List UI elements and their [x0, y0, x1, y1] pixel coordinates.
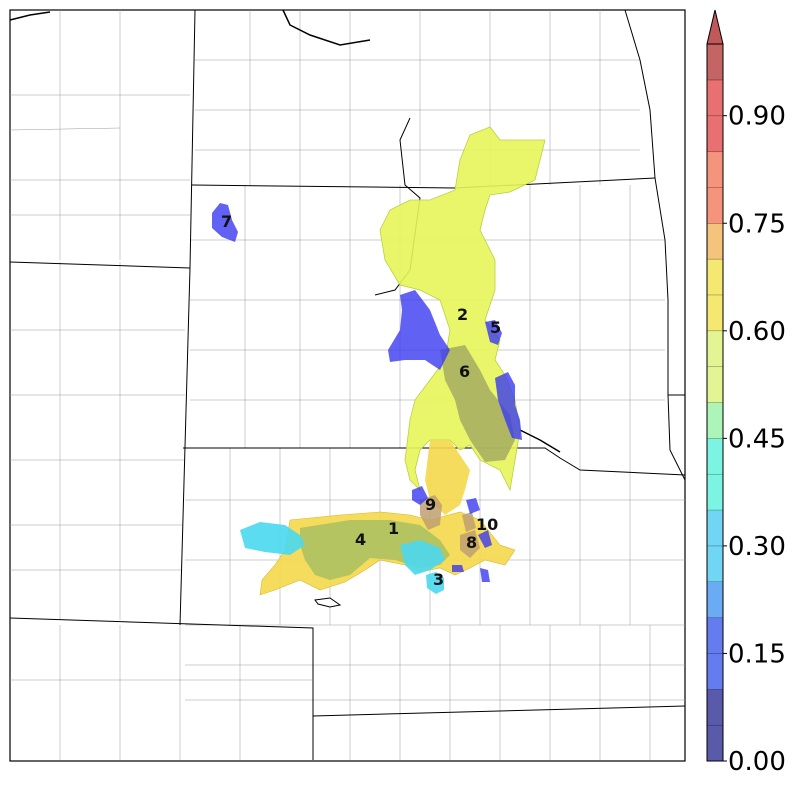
- colorbar-band: [707, 330, 723, 368]
- colorbar-segments: [707, 44, 723, 762]
- colorbar-tick-label: 0.15: [728, 639, 786, 669]
- colorbar-tick-label: 0.30: [728, 532, 786, 562]
- colorbar-band: [707, 581, 723, 619]
- colorbar-band: [707, 259, 723, 296]
- colorbar-band: [707, 151, 723, 188]
- region-blue-5: [485, 320, 502, 345]
- colorbar-band: [707, 617, 723, 654]
- colorbar-band: [707, 474, 723, 511]
- region-blue-west: [388, 290, 450, 370]
- colorbar-band: [707, 366, 723, 403]
- region-label-7: 7: [221, 212, 232, 231]
- region-cyan-3: [426, 572, 444, 594]
- region-label-4: 4: [355, 530, 366, 549]
- colorbar-band: [707, 402, 723, 439]
- region-label-5: 5: [490, 318, 501, 337]
- colorbar-tick-label: 0.00: [728, 747, 786, 777]
- region-cyan-central: [400, 540, 445, 575]
- colorbar-band: [707, 187, 723, 224]
- colorbar-ticks: 0.00 0.15 0.30 0.45 0.60 0.75 0.90: [723, 102, 786, 777]
- colorbar-band: [707, 294, 723, 332]
- map-border: [9, 9, 686, 762]
- region-overlap-olive: [440, 345, 515, 462]
- lake: [314, 597, 342, 608]
- colorbar-band: [707, 725, 723, 762]
- colorbar-outline: [706, 43, 724, 762]
- colorbar-band: [707, 223, 723, 260]
- rivers: [9, 9, 561, 453]
- colorbar-band: [707, 44, 723, 81]
- region-blue-south: [412, 486, 492, 582]
- colorbar-tick-label: 0.75: [728, 209, 786, 239]
- colorbar-band: [707, 115, 723, 153]
- region-core-yellow: [425, 440, 470, 515]
- region-brown-10: [462, 512, 476, 532]
- colorbar-band: [707, 545, 723, 583]
- colorbar-extend-arrow: [706, 9, 724, 45]
- region-labels: 1 2 3 4 5 6 7 8 9 10: [221, 212, 501, 589]
- region-brown-9: [420, 495, 442, 530]
- region-blue-7: [212, 203, 238, 242]
- region-label-3: 3: [433, 570, 444, 589]
- colorbar-band: [707, 438, 723, 475]
- shaded-regions: [212, 126, 546, 608]
- region-label-6: 6: [459, 362, 470, 381]
- region-label-8: 8: [466, 533, 477, 552]
- region-blue-east: [495, 372, 522, 440]
- region-cyan-west: [240, 522, 305, 555]
- region-label-1: 1: [388, 519, 399, 538]
- region-brown-8: [460, 530, 480, 558]
- colorbar-band: [707, 689, 723, 726]
- colorbar-band: [707, 79, 723, 117]
- region-label-2: 2: [457, 305, 468, 324]
- region-label-9: 9: [425, 495, 436, 514]
- colorbar-band: [707, 653, 723, 690]
- colorbar-tick-label: 0.90: [728, 102, 786, 132]
- region-label-10: 10: [476, 515, 498, 534]
- colorbar-band: [707, 510, 723, 547]
- colorbar-tick-label: 0.60: [728, 317, 786, 347]
- colorbar-tick-label: 0.45: [728, 424, 786, 454]
